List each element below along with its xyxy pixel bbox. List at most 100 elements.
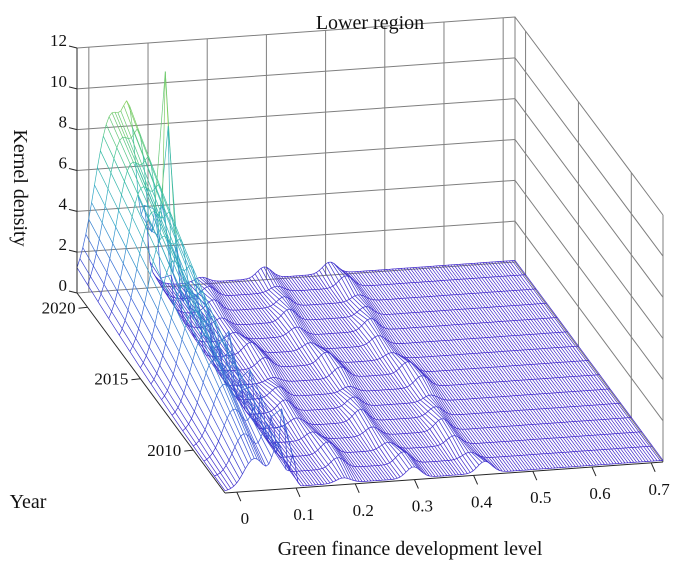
mesh-rib <box>643 446 655 462</box>
mesh-rib <box>284 424 296 441</box>
mesh-rib <box>559 437 571 453</box>
mesh-rib <box>486 292 498 307</box>
mesh-seg-year-2020 <box>128 137 132 140</box>
mesh-seg-year-2017 <box>288 329 292 333</box>
mesh-rib <box>293 418 305 437</box>
mesh-rib <box>575 346 587 361</box>
y-axis-label: Year <box>10 491 47 513</box>
mesh-rib <box>566 391 578 407</box>
mesh-seg-year-2011 <box>211 359 215 361</box>
mesh-rib <box>465 263 477 279</box>
mesh-rib <box>211 299 223 319</box>
mesh-seg-year-2009 <box>323 441 327 445</box>
mesh-rib <box>485 307 497 323</box>
mesh-rib <box>217 361 229 388</box>
mesh-rib <box>492 366 504 382</box>
mesh-rib <box>366 412 378 429</box>
mesh-seg-year-2007 <box>262 464 267 467</box>
mesh-rib <box>576 451 588 466</box>
mesh-seg-year-2014 <box>393 370 397 374</box>
mesh-seg-year-2010 <box>356 434 360 437</box>
mesh-rib <box>467 353 479 369</box>
mesh-rib <box>129 105 141 135</box>
mesh-rib <box>386 463 398 479</box>
mesh-rib <box>466 368 478 384</box>
mesh-rib <box>288 331 300 349</box>
mesh-rib <box>302 329 315 344</box>
mesh-rib <box>431 326 443 341</box>
mesh-rib <box>515 365 527 381</box>
mesh-seg-year-2018 <box>277 315 282 319</box>
mesh-seg-year-2011 <box>249 369 254 387</box>
mesh-rib <box>308 379 320 395</box>
mesh-seg-year-2008 <box>395 454 399 458</box>
mesh-rib <box>415 460 427 476</box>
mesh-rib <box>447 264 459 280</box>
z-tick-mark-6 <box>68 45 78 49</box>
mesh-seg-year-2020 <box>204 286 208 289</box>
mesh-seg-year-2011 <box>252 386 257 422</box>
mesh-rib <box>499 276 511 292</box>
mesh-rib <box>570 376 582 392</box>
mesh-rib <box>517 380 529 395</box>
mesh-rib <box>349 299 361 310</box>
mesh-rib <box>587 450 600 466</box>
x-tick-label-0: 0 <box>241 509 250 528</box>
mesh-rib <box>403 313 415 328</box>
mesh-rib <box>539 363 551 379</box>
mesh-rib <box>412 267 424 283</box>
mesh-rib <box>394 433 406 449</box>
mesh-rib <box>391 283 403 299</box>
mesh-rib <box>170 242 182 270</box>
mesh-rib <box>409 432 421 448</box>
mesh-rib <box>369 415 381 431</box>
mesh-rib <box>289 366 301 382</box>
mesh-rib <box>420 281 432 297</box>
mesh-rib <box>579 360 592 376</box>
mesh-seg-year-2011 <box>185 423 189 429</box>
mesh-rib <box>222 317 234 333</box>
mesh-seg-year-2008 <box>263 424 268 430</box>
mesh-rib <box>537 423 549 439</box>
mesh-rib <box>405 328 417 343</box>
mesh-seg-year-2018 <box>111 302 115 312</box>
mesh-seg-year-2015 <box>148 336 153 348</box>
mesh-rib <box>585 450 597 466</box>
mesh-rib <box>286 391 298 409</box>
mesh-rib <box>436 295 448 311</box>
mesh-seg-year-2021 <box>82 234 87 248</box>
mesh-rib <box>240 350 252 368</box>
mesh-rib <box>403 267 415 283</box>
mesh-rib <box>444 310 456 325</box>
mesh-rib <box>383 464 395 480</box>
mesh-seg-year-2007 <box>227 488 231 491</box>
mesh-seg-year-2012 <box>265 411 269 414</box>
mesh-seg-year-2012 <box>201 334 205 337</box>
mesh-seg-year-2012 <box>279 400 284 403</box>
mesh-rib <box>449 354 461 370</box>
mesh-seg-year-2010 <box>195 440 200 445</box>
mesh-rib <box>245 384 257 406</box>
mesh-rib <box>462 293 474 309</box>
mesh-rib <box>370 360 382 376</box>
mesh-rib <box>509 290 521 306</box>
mesh-rib <box>334 302 346 318</box>
mesh-rib <box>462 338 474 354</box>
mesh-rib <box>270 377 282 388</box>
mesh-seg-year-2016 <box>290 350 294 352</box>
mesh-seg-year-2021 <box>117 110 121 113</box>
mesh-rib <box>175 363 188 384</box>
mesh-rib <box>253 338 265 352</box>
mesh-seg-year-2009 <box>203 459 207 462</box>
mesh-rib <box>455 279 467 295</box>
mesh-rib <box>155 249 168 273</box>
mesh-rib <box>241 416 253 441</box>
mesh-rib <box>159 216 172 244</box>
mesh-seg-year-2018 <box>286 308 290 311</box>
mesh-rib <box>247 294 259 309</box>
mesh-rib <box>503 456 515 472</box>
mesh-rib <box>386 419 398 435</box>
mesh-rib <box>114 112 126 138</box>
mesh-rib <box>313 394 325 410</box>
mesh-seg-year-2008 <box>450 459 454 461</box>
